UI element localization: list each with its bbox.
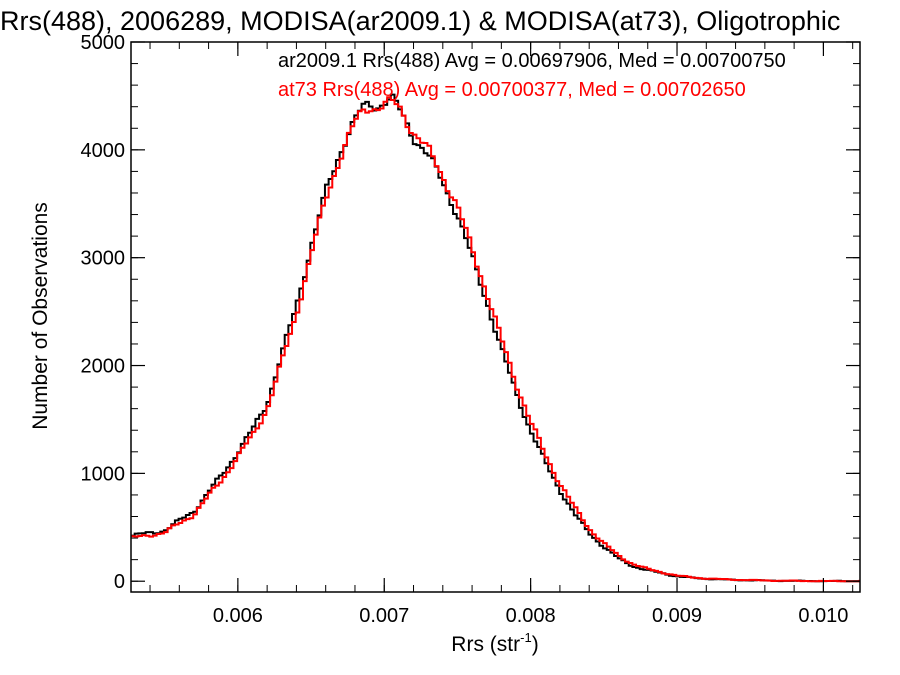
x-tick-label: 0.007 [359,605,409,627]
x-tick-label: 0.008 [506,605,556,627]
x-tick-label: 0.006 [213,605,263,627]
x-axis-label-tail: ) [532,633,539,656]
legend-entry-at73: at73 Rrs(488) Avg = 0.00700377, Med = 0.… [278,79,746,101]
y-tick-label: 1000 [81,463,126,485]
x-axis-label-superscript: -1 [520,630,532,645]
x-axis-label-main: Rrs (str [451,633,520,656]
x-tick-label: 0.009 [652,605,702,627]
series-line-at73 [131,96,861,583]
series-layer [131,93,861,583]
y-axis-label: Number of Observations [29,202,52,430]
series-line-ar2009-1 [131,93,860,583]
tick-layer: 0.006 0.007 0.008 0.009 0.010 0 1000 2000 3000 40… [81,32,860,627]
y-tick-label: 3000 [81,248,126,270]
plot-frame [130,41,861,593]
legend-entry-ar2009: ar2009.1 Rrs(488) Avg = 0.00697906, Med … [278,50,786,72]
x-tick-label: 0.010 [798,605,848,627]
y-tick-label: 4000 [81,140,126,162]
chart-title: Rrs(488), 2006289, MODISA(ar2009.1) & MO… [0,6,840,36]
y-tick-label: 2000 [81,356,126,378]
y-tick-label: 5000 [81,32,126,54]
y-tick-label: 0 [114,571,125,593]
x-axis-label: Rrs (str-1) [451,630,538,656]
